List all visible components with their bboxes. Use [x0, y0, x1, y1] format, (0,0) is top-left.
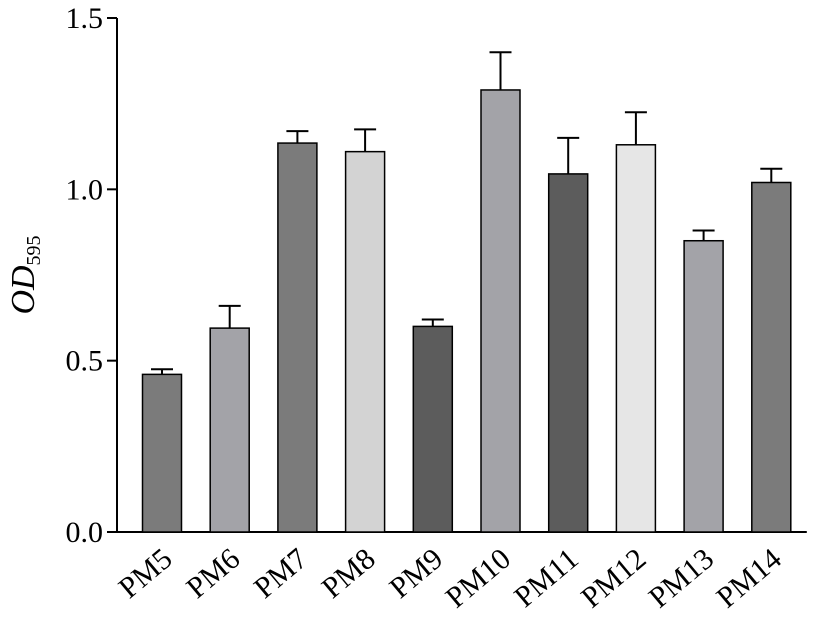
category-label-pm5: PM5 [113, 542, 179, 605]
category-label-pm13: PM13 [643, 542, 720, 614]
bar-pm7 [277, 142, 318, 533]
bar-pm13 [683, 239, 724, 533]
y-axis: 0.0 0.5 1.0 1.5 [66, 2, 118, 549]
bar-pm11 [547, 173, 589, 533]
bar-pm5 [141, 373, 183, 533]
category-label-pm12: PM12 [575, 542, 652, 614]
category-label-pm11: PM11 [508, 542, 585, 614]
bar-pm12 [615, 144, 657, 533]
error-bars [151, 51, 783, 375]
category-label-pm9: PM9 [383, 542, 449, 605]
y-axis-title: OD595 [5, 235, 45, 314]
y-tick-label: 0.5 [66, 345, 104, 378]
category-label-pm10: PM10 [440, 542, 517, 614]
bar-pm9 [412, 325, 454, 533]
category-label-pm8: PM8 [316, 542, 382, 605]
svg-text:OD595: OD595 [5, 235, 45, 314]
y-axis-label-subscript: 595 [23, 235, 45, 265]
bar-pm10 [480, 89, 521, 533]
y-tick-label: 0.0 [66, 516, 104, 549]
y-axis-label: OD [5, 265, 42, 315]
bar-pm14 [751, 181, 792, 533]
bar-pm8 [344, 150, 386, 533]
y-tick-label: 1.5 [66, 2, 104, 35]
y-tick-label: 1.0 [66, 173, 104, 206]
category-label-pm7: PM7 [248, 542, 314, 605]
bars [141, 89, 792, 533]
bar-pm6 [209, 327, 250, 533]
category-label-pm6: PM6 [180, 542, 246, 605]
category-label-pm14: PM14 [710, 542, 787, 614]
